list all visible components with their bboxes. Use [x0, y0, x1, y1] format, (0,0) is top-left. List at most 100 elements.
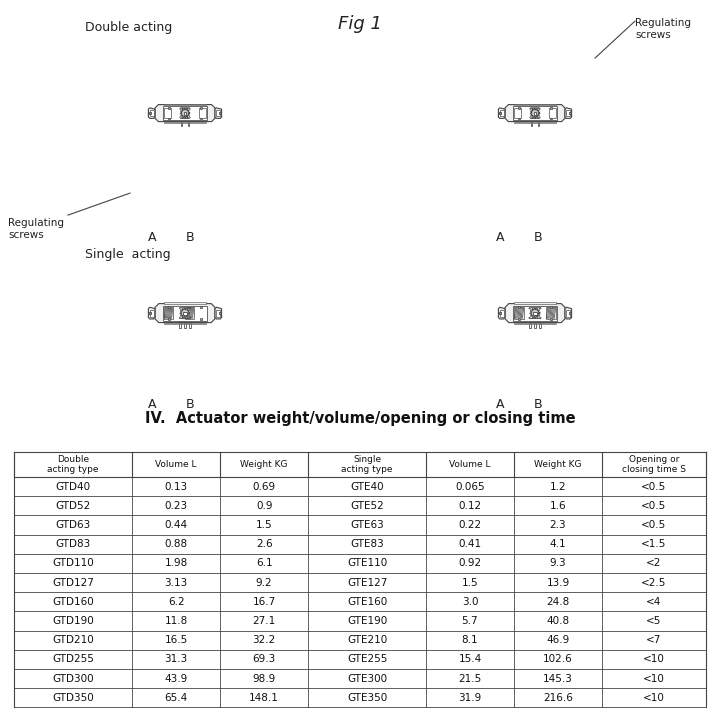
- Text: 2.6: 2.6: [256, 539, 272, 549]
- Bar: [148, 112, 151, 114]
- Bar: [539, 323, 541, 328]
- Bar: [534, 112, 536, 114]
- Text: 0.12: 0.12: [459, 501, 482, 511]
- Polygon shape: [498, 307, 505, 319]
- Bar: [518, 318, 520, 320]
- Text: Volume L: Volume L: [156, 460, 197, 469]
- Text: 3.0: 3.0: [462, 597, 478, 607]
- Text: A: A: [496, 231, 504, 244]
- Text: 5.7: 5.7: [462, 616, 478, 626]
- Bar: [514, 323, 556, 324]
- Bar: [518, 307, 520, 308]
- Text: Opening or
closing time S: Opening or closing time S: [622, 455, 686, 474]
- Bar: [181, 122, 182, 126]
- Text: Single  acting: Single acting: [85, 248, 171, 261]
- Polygon shape: [148, 307, 155, 319]
- Polygon shape: [565, 108, 572, 118]
- Bar: [513, 107, 557, 120]
- Text: B: B: [534, 398, 542, 411]
- Bar: [500, 310, 504, 317]
- Bar: [546, 307, 556, 319]
- Text: 148.1: 148.1: [249, 693, 279, 703]
- Text: GTD83: GTD83: [55, 539, 91, 549]
- Text: 16.7: 16.7: [253, 597, 276, 607]
- Text: 0.41: 0.41: [459, 539, 482, 549]
- Text: B: B: [186, 398, 194, 411]
- Text: 16.5: 16.5: [165, 635, 188, 645]
- Bar: [216, 110, 220, 116]
- Bar: [164, 302, 206, 304]
- Text: 0.92: 0.92: [459, 559, 482, 569]
- Text: 1.6: 1.6: [549, 501, 567, 511]
- Text: 13.9: 13.9: [546, 577, 570, 588]
- Bar: [518, 117, 520, 119]
- Text: <4: <4: [646, 597, 662, 607]
- Bar: [168, 318, 170, 320]
- Text: 31.3: 31.3: [165, 654, 188, 665]
- Text: GTD350: GTD350: [53, 693, 94, 703]
- Polygon shape: [505, 304, 565, 323]
- Text: 21.5: 21.5: [459, 674, 482, 683]
- Bar: [529, 323, 531, 328]
- Text: GTE83: GTE83: [350, 539, 384, 549]
- Text: GTE110: GTE110: [347, 559, 387, 569]
- Polygon shape: [148, 108, 155, 118]
- Text: 43.9: 43.9: [165, 674, 188, 683]
- Bar: [200, 307, 202, 308]
- Bar: [550, 107, 552, 109]
- Text: 145.3: 145.3: [543, 674, 573, 683]
- Text: 9.2: 9.2: [256, 577, 272, 588]
- Text: 65.4: 65.4: [165, 693, 188, 703]
- Bar: [569, 112, 572, 114]
- Text: Weight KG: Weight KG: [534, 460, 582, 469]
- Text: 69.3: 69.3: [253, 654, 276, 665]
- Text: GTD160: GTD160: [53, 597, 94, 607]
- Text: GTD300: GTD300: [53, 674, 94, 683]
- Text: 0.23: 0.23: [165, 501, 188, 511]
- Text: 98.9: 98.9: [253, 674, 276, 683]
- Text: 1.5: 1.5: [256, 520, 272, 530]
- Text: Single
acting type: Single acting type: [341, 455, 393, 474]
- Bar: [219, 112, 222, 114]
- Text: 0.44: 0.44: [165, 520, 188, 530]
- Bar: [184, 323, 186, 328]
- Bar: [534, 323, 536, 328]
- Bar: [164, 307, 173, 319]
- Bar: [184, 112, 186, 114]
- Text: A: A: [496, 398, 504, 411]
- Text: 8.1: 8.1: [462, 635, 478, 645]
- Polygon shape: [215, 307, 222, 319]
- Text: 6.2: 6.2: [168, 597, 184, 607]
- Bar: [515, 307, 523, 319]
- Bar: [514, 108, 521, 118]
- Text: 31.9: 31.9: [459, 693, 482, 703]
- Polygon shape: [498, 108, 505, 118]
- Text: 27.1: 27.1: [253, 616, 276, 626]
- Text: GTE300: GTE300: [347, 674, 387, 683]
- Text: A: A: [148, 231, 156, 244]
- Bar: [500, 110, 504, 116]
- Polygon shape: [155, 104, 215, 122]
- Text: GTE350: GTE350: [347, 693, 387, 703]
- Polygon shape: [530, 308, 540, 318]
- Text: GTD255: GTD255: [53, 654, 94, 665]
- Text: <0.5: <0.5: [642, 501, 667, 511]
- Polygon shape: [565, 307, 572, 319]
- Text: GTD190: GTD190: [53, 616, 94, 626]
- Text: <10: <10: [643, 674, 665, 683]
- Text: 6.1: 6.1: [256, 559, 272, 569]
- Bar: [498, 112, 501, 114]
- Text: 46.9: 46.9: [546, 635, 570, 645]
- Bar: [148, 312, 151, 314]
- Bar: [518, 107, 520, 109]
- Text: <7: <7: [646, 635, 662, 645]
- Text: GTD110: GTD110: [53, 559, 94, 569]
- Text: 1.5: 1.5: [462, 577, 478, 588]
- Text: GTE63: GTE63: [350, 520, 384, 530]
- Bar: [168, 107, 170, 109]
- Bar: [179, 323, 181, 328]
- Text: IV.  Actuator weight/volume/opening or closing time: IV. Actuator weight/volume/opening or cl…: [145, 411, 575, 426]
- Bar: [219, 312, 222, 314]
- Polygon shape: [180, 308, 190, 318]
- Text: 11.8: 11.8: [165, 616, 188, 626]
